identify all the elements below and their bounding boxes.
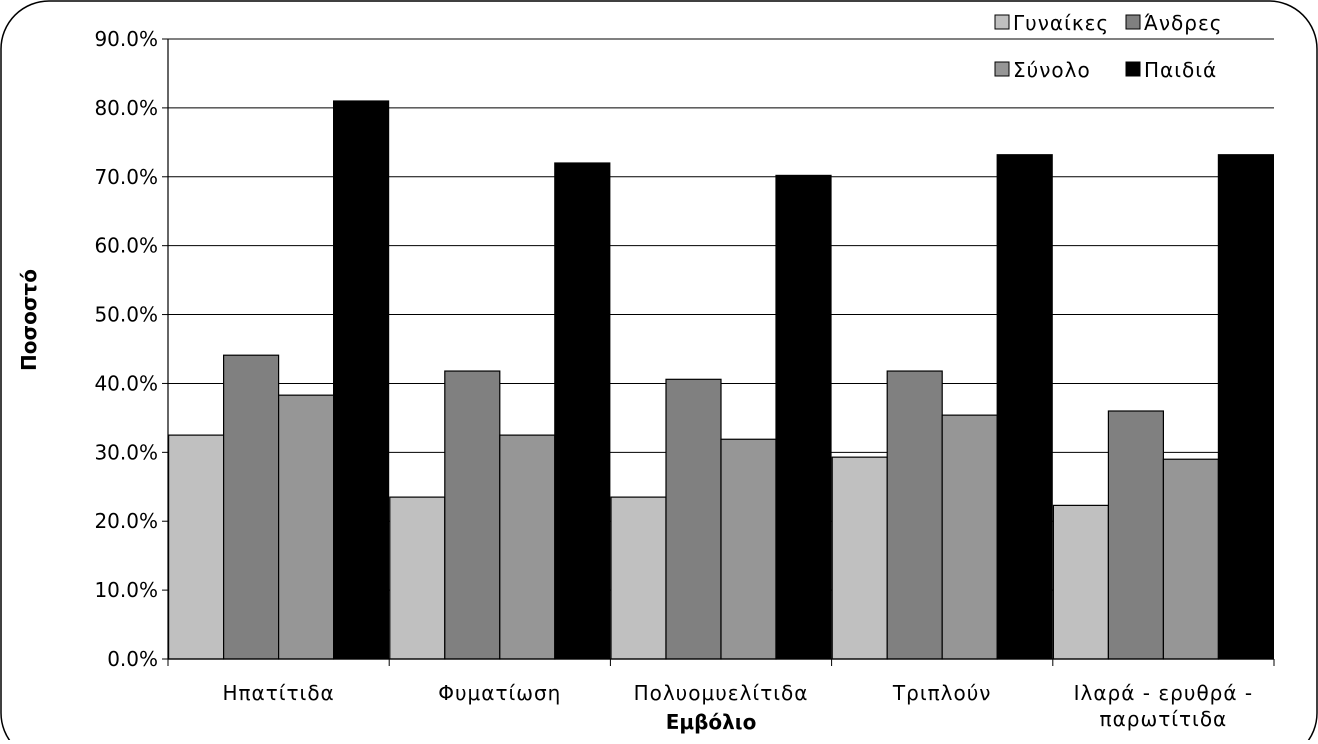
bar: [389, 496, 446, 660]
bar: [941, 414, 998, 660]
y-tick-label: 20.0%: [94, 509, 158, 533]
bar: [499, 434, 556, 660]
y-tick-label: 50.0%: [94, 303, 158, 327]
y-tick-label: 10.0%: [94, 578, 158, 602]
y-tick-label: 80.0%: [94, 96, 158, 120]
y-tick-label: 90.0%: [94, 27, 158, 51]
x-axis-title: Εμβόλιο: [666, 710, 757, 734]
bar: [223, 354, 280, 660]
bar: [1107, 410, 1165, 660]
bar: [775, 174, 832, 660]
y-axis-title: Ποσοστό: [17, 269, 41, 371]
bar: [333, 100, 390, 660]
x-tick-label: Ιλαρά - ερυθρά -: [1074, 681, 1254, 705]
y-tick-label: 40.0%: [94, 371, 158, 395]
x-tick-label: παρωτίτιδα: [1100, 707, 1228, 731]
x-tick-label: Ηπατίτιδα: [222, 681, 334, 705]
legend-swatch: [994, 14, 1010, 30]
legend-swatch: [994, 61, 1010, 77]
legend-label: Γυναίκες: [1013, 11, 1109, 35]
axes: [167, 39, 1275, 666]
y-tick-label: 70.0%: [94, 165, 158, 189]
bar: [720, 438, 777, 660]
bar: [554, 162, 611, 660]
bar: [278, 394, 335, 660]
bar: [665, 378, 722, 660]
bar: [444, 370, 501, 660]
x-tick-label: Πολυομυελίτιδα: [634, 681, 809, 705]
bars: [168, 100, 1275, 660]
y-tick-label: 0.0%: [107, 647, 158, 671]
y-tick-labels: 0.0% 10.0% 20.0% 30.0% 40.0% 50.0% 60.0% 70.0% 8…: [94, 27, 158, 671]
bar: [996, 154, 1053, 660]
legend-swatch: [1125, 61, 1141, 77]
x-tick-labels: Ηπατίτιδα Φυματίωση Πολυομυελίτιδα Τριπλούν…: [222, 681, 1254, 731]
bar: [168, 434, 225, 660]
bar: [1052, 504, 1110, 660]
bar: [831, 456, 888, 660]
x-tick-label: Τριπλούν: [892, 681, 992, 705]
bar: [1162, 458, 1220, 660]
bar: [886, 370, 943, 660]
bar: [1217, 154, 1275, 660]
y-tick-label: 60.0%: [94, 234, 158, 258]
y-tick-label: 30.0%: [94, 440, 158, 464]
legend-swatch: [1125, 14, 1141, 30]
legend-label: Άνδρες: [1144, 11, 1223, 35]
legend-label: Παιδιά: [1144, 58, 1217, 82]
legend-label: Σύνολο: [1013, 58, 1091, 82]
legend: Γυναίκες Άνδρες Σύνολο Παιδιά: [994, 11, 1223, 82]
x-tick-label: Φυματίωση: [438, 681, 561, 705]
bar: [610, 496, 667, 660]
